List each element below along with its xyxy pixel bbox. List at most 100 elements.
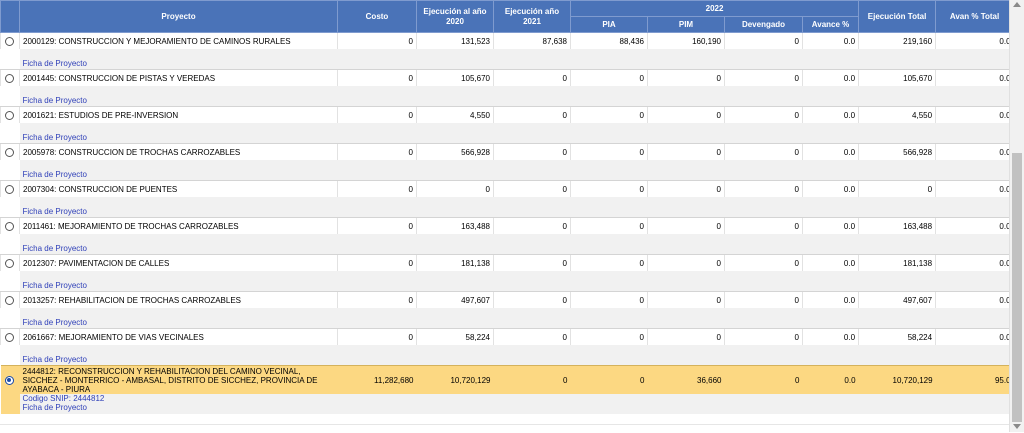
header-pim[interactable]: PIM: [647, 16, 725, 33]
radio-button[interactable]: [5, 184, 14, 194]
table-row-selected[interactable]: 2444812: RECONSTRUCCION Y REHABILITACION…: [0, 365, 1010, 394]
ejec2021-value: 0: [493, 143, 571, 160]
ficha-de-proyecto-link[interactable]: Ficha de Proyecto: [22, 170, 87, 179]
avance-value: 0.0: [802, 365, 859, 394]
radio-button[interactable]: [5, 295, 14, 305]
row-select-cell: [0, 69, 20, 86]
costo-value: 0: [337, 291, 417, 308]
table-body: 2000129: CONSTRUCCION Y MEJORAMIENTO DE …: [0, 32, 1010, 366]
subrow-spacer: [0, 308, 20, 329]
pia-value: 0: [570, 143, 648, 160]
table-row[interactable]: 2007304: CONSTRUCCION DE PUENTES 0 0 0 0 0 0 0.…: [0, 180, 1010, 197]
table-row[interactable]: 2000129: CONSTRUCCION Y MEJORAMIENTO DE …: [0, 32, 1010, 49]
avan-total-value: 0.0: [935, 69, 1010, 86]
avance-value: 0.0: [801, 69, 859, 86]
table-row[interactable]: 2011461: MEJORAMIENTO DE TROCHAS CARROZA…: [0, 217, 1010, 234]
ejec2020-value: 58,224: [416, 328, 494, 345]
subrow-spacer: [0, 345, 20, 366]
ejec2021-value: 0: [493, 291, 571, 308]
costo-value: 0: [337, 69, 417, 86]
radio-button[interactable]: [5, 73, 14, 83]
ficha-de-proyecto-link[interactable]: Ficha de Proyecto: [22, 403, 87, 412]
ejec-total-value: 10,720,129: [858, 365, 936, 394]
header-pia[interactable]: PIA: [570, 16, 648, 33]
table-row[interactable]: 2013257: REHABILITACION DE TROCHAS CARRO…: [0, 291, 1010, 308]
row-select-cell: [0, 217, 20, 234]
ejec2020-value: 131,523: [416, 32, 494, 49]
avan-total-value: 0.0: [935, 143, 1010, 160]
pia-value: 0: [570, 365, 648, 394]
devengado-value: 0: [724, 106, 803, 123]
project-name: 2001621: ESTUDIOS DE PRE-INVERSION: [19, 106, 338, 123]
ejec2021-value: 0: [493, 217, 571, 234]
ejec2020-value: 566,928: [416, 143, 494, 160]
radio-button-selected[interactable]: [4, 375, 14, 385]
header-ejec-total[interactable]: Ejecución Total: [858, 0, 937, 33]
radio-button[interactable]: [5, 221, 14, 231]
pim-value: 0: [647, 106, 725, 123]
scroll-down-arrow-icon[interactable]: [1013, 424, 1021, 429]
table-row[interactable]: 2001621: ESTUDIOS DE PRE-INVERSION 0 4,550…: [0, 106, 1010, 123]
project-name: 2011461: MEJORAMIENTO DE TROCHAS CARROZA…: [19, 217, 338, 234]
ejec2020-value: 163,488: [416, 217, 494, 234]
vertical-scrollbar[interactable]: [1009, 0, 1024, 432]
ejec2021-value: 0: [493, 69, 571, 86]
ficha-de-proyecto-link[interactable]: Ficha de Proyecto: [22, 244, 87, 253]
project-name: 2013257: REHABILITACION DE TROCHAS CARRO…: [19, 291, 338, 308]
table-row[interactable]: 2001445: CONSTRUCCION DE PISTAS Y VEREDA…: [0, 69, 1010, 86]
header-select: [0, 0, 20, 33]
project-name: 2007304: CONSTRUCCION DE PUENTES: [19, 180, 338, 197]
subrow-links: Ficha de Proyecto: [19, 86, 1010, 107]
devengado-value: 0: [724, 143, 803, 160]
pim-value: 0: [647, 291, 725, 308]
selected-details: Codigo SNIP: 2444812 Ficha de Proyecto: [19, 394, 1010, 414]
pim-value: 160,190: [647, 32, 725, 49]
header-costo[interactable]: Costo: [337, 0, 417, 33]
row-select-cell: [0, 291, 20, 308]
scroll-up-arrow-icon[interactable]: [1013, 2, 1021, 7]
ejec2020-value: 497,607: [416, 291, 494, 308]
ejec2020-value: 0: [416, 180, 494, 197]
table-row[interactable]: 2005978: CONSTRUCCION DE TROCHAS CARROZA…: [0, 143, 1010, 160]
pim-value: 0: [647, 69, 725, 86]
radio-button[interactable]: [5, 332, 14, 342]
ficha-de-proyecto-link[interactable]: Ficha de Proyecto: [22, 355, 87, 364]
header-avance[interactable]: Avance %: [801, 16, 860, 33]
table-row[interactable]: 2012307: PAVIMENTACION DE CALLES 0 181,138…: [0, 254, 1010, 271]
scrollbar-thumb[interactable]: [1012, 153, 1022, 422]
header-ejec2021[interactable]: Ejecución año 2021: [493, 0, 571, 33]
header-proyecto[interactable]: Proyecto: [19, 0, 338, 33]
devengado-value: 0: [724, 180, 803, 197]
costo-value: 0: [337, 328, 417, 345]
devengado-value: 0: [724, 217, 803, 234]
ficha-de-proyecto-link[interactable]: Ficha de Proyecto: [22, 59, 87, 68]
avan-total-value: 0.0: [935, 217, 1010, 234]
radio-button[interactable]: [5, 36, 14, 46]
header-devengado[interactable]: Devengado: [724, 16, 803, 33]
ejec2021-value: 0: [493, 254, 571, 271]
table-row[interactable]: 2061667: MEJORAMIENTO DE VIAS VECINALES 0…: [0, 328, 1010, 345]
selected-group: 2444812: RECONSTRUCCION Y REHABILITACION…: [0, 365, 1010, 414]
ficha-de-proyecto-link[interactable]: Ficha de Proyecto: [22, 133, 87, 142]
subrow-spacer: [0, 394, 20, 414]
ficha-de-proyecto-link[interactable]: Ficha de Proyecto: [22, 318, 87, 327]
avan-total-value: 95.0: [935, 365, 1010, 394]
ficha-de-proyecto-link[interactable]: Ficha de Proyecto: [22, 207, 87, 216]
radio-button[interactable]: [5, 110, 14, 120]
header-ejec2020[interactable]: Ejecución al año 2020: [416, 0, 494, 33]
header-avan-total[interactable]: Avan % Total: [935, 0, 1010, 33]
costo-value: 0: [337, 32, 417, 49]
devengado-value: 0: [724, 365, 803, 394]
table-header: Proyecto Costo Ejecución al año 2020 Eje…: [0, 0, 1010, 33]
ficha-de-proyecto-link[interactable]: Ficha de Proyecto: [22, 96, 87, 105]
pim-value: 0: [647, 217, 725, 234]
radio-button[interactable]: [5, 258, 14, 268]
projects-table: Proyecto Costo Ejecución al año 2020 Eje…: [0, 0, 1010, 414]
ejec2021-value: 0: [493, 328, 571, 345]
radio-button[interactable]: [5, 147, 14, 157]
ejec-total-value: 219,160: [858, 32, 936, 49]
ficha-de-proyecto-link[interactable]: Ficha de Proyecto: [22, 281, 87, 290]
ejec2020-value: 105,670: [416, 69, 494, 86]
ejec2020-value: 10,720,129: [416, 365, 494, 394]
